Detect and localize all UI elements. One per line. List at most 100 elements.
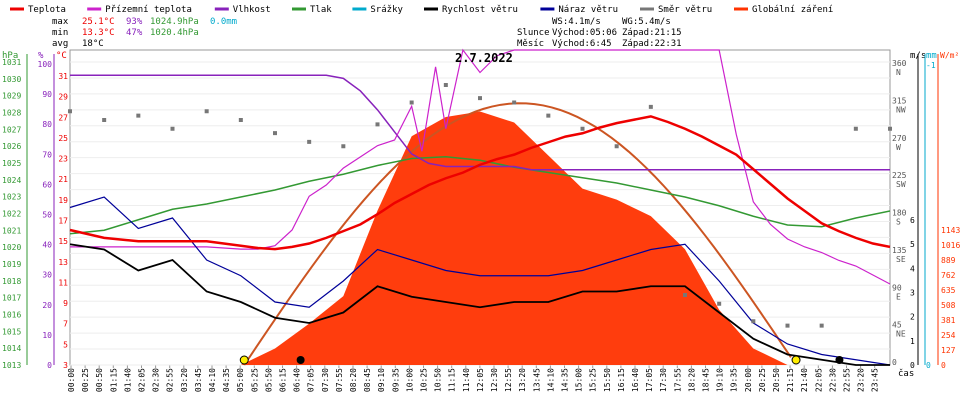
wind-direction-point [683, 293, 687, 297]
dir-tick-compass: S [896, 218, 901, 227]
pct-tick-label: 70 [42, 150, 52, 159]
moon-rise: Východ:6:45 [552, 39, 612, 49]
time-tick-label: 16:15 [617, 368, 626, 392]
time-tick-label: 19:10 [716, 368, 725, 392]
hpa-tick-label: 1028 [2, 109, 21, 118]
degc-tick-label: 23 [58, 155, 68, 164]
legend-label-tlak: Tlak [310, 5, 332, 15]
sun-set: Západ:21:15 [622, 28, 682, 38]
hpa-tick-label: 1019 [2, 260, 21, 269]
time-tick-label: 05:50 [264, 368, 273, 392]
moon-label: Měsíc [517, 39, 544, 49]
hpa-tick-label: 1013 [2, 361, 21, 370]
wind-direction-point [68, 109, 72, 114]
wind-direction-point [546, 113, 551, 118]
pct-tick-label: 40 [42, 241, 52, 250]
hpa-tick-label: 1021 [2, 226, 21, 235]
time-tick-label: 07:55 [335, 368, 344, 392]
series-tlak [69, 155, 891, 235]
degc-tick-label: 5 [63, 340, 68, 349]
stats-max-label: max [52, 17, 69, 27]
pct-tick-label: 60 [42, 180, 52, 189]
time-tick-label: 05:00 [236, 368, 245, 392]
degc-tick-label: 19 [58, 196, 68, 205]
time-tick-label: 17:30 [659, 368, 668, 392]
ms-tick-label: 5 [910, 240, 915, 249]
wind-direction-point [751, 319, 756, 324]
time-tick-label: 12:05 [476, 368, 485, 392]
chart-title: 2.7.2022 [455, 51, 513, 65]
stats-max-hum: 93% [126, 17, 143, 27]
degc-tick-label: 3 [63, 361, 68, 370]
time-tick-label: 10:00 [405, 368, 414, 392]
wind-direction-point [614, 144, 619, 149]
hpa-tick-label: 1027 [2, 125, 21, 134]
time-tick-label: 12:30 [490, 368, 499, 392]
wind-direction-point [238, 118, 243, 122]
time-tick-label: 07:05 [307, 368, 316, 392]
legend-label-naraz: Náraz větru [558, 5, 618, 15]
pct-tick-label: 10 [42, 331, 52, 340]
degc-unit: °C [56, 51, 67, 61]
hpa-tick-label: 1016 [2, 311, 21, 320]
time-tick-label: 17:05 [645, 368, 654, 392]
ms-tick-label: 6 [910, 216, 915, 225]
time-tick-label: 02:30 [152, 368, 161, 392]
dir-tick-label: 45 [892, 321, 902, 330]
degc-tick-label: 7 [63, 320, 68, 329]
time-tick-label: 13:45 [532, 368, 541, 392]
hpa-tick-label: 1025 [2, 159, 21, 168]
time-tick-label: 02:05 [138, 368, 147, 392]
dir-tick-compass: NW [896, 105, 906, 114]
hpa-tick-label: 1014 [2, 344, 21, 353]
time-tick-label: 20:25 [758, 368, 767, 392]
pct-tick-label: 0 [47, 361, 52, 370]
dir-tick-compass: SE [896, 255, 906, 264]
degc-tick-label: 17 [58, 217, 68, 226]
stats-min-press: 1020.4hPa [150, 28, 199, 38]
hpa-tick-label: 1026 [2, 142, 21, 151]
stats-min-temp: 13.3°C [82, 28, 115, 38]
pct-tick-label: 30 [42, 271, 52, 280]
hpa-tick-label: 1017 [2, 294, 21, 303]
dir-tick-label: 360 [892, 59, 907, 68]
wind-direction-point [443, 83, 448, 87]
wind-direction-point [341, 144, 346, 149]
stats-min-label: min [52, 28, 68, 38]
wind-direction-point [307, 139, 312, 144]
mm-tick-label: -1 [926, 61, 936, 70]
time-tick-label: 09:10 [377, 368, 386, 392]
wind-direction-point [102, 118, 107, 122]
time-tick-label: 03:20 [180, 368, 189, 392]
time-axis-label: čas [898, 368, 914, 379]
time-tick-label: 04:35 [222, 368, 231, 392]
wind-direction-point [888, 126, 892, 131]
time-tick-label: 00:00 [67, 368, 76, 392]
time-tick-label: 18:45 [702, 368, 711, 392]
time-tick-label: 01:40 [123, 368, 132, 392]
time-tick-label: 13:20 [518, 368, 527, 392]
time-tick-label: 08:20 [349, 368, 358, 392]
sunrise-marker [239, 355, 249, 365]
time-tick-label: 03:45 [194, 368, 203, 392]
series-teplota [69, 115, 891, 251]
wind-direction-point [478, 96, 482, 101]
pct-tick-label: 80 [42, 120, 52, 129]
time-tick-label: 07:30 [321, 368, 330, 392]
wind-direction-point [785, 323, 790, 328]
stats-avg-temp: 18°C [82, 39, 104, 49]
time-tick-label: 22:30 [828, 368, 837, 392]
ms-tick-label: 1 [910, 337, 915, 346]
time-tick-label: 10:25 [420, 368, 429, 392]
time-tick-label: 00:25 [81, 368, 90, 392]
wind-direction-point [409, 100, 414, 105]
wm2-unit: W/m² [940, 51, 959, 60]
ms-tick-label: 3 [910, 289, 915, 298]
degc-tick-label: 15 [58, 237, 68, 246]
dir-tick-label: 90 [892, 283, 902, 292]
time-tick-label: 15:00 [575, 368, 584, 392]
time-tick-label: 23:20 [857, 368, 866, 392]
hpa-tick-label: 1031 [2, 58, 21, 67]
